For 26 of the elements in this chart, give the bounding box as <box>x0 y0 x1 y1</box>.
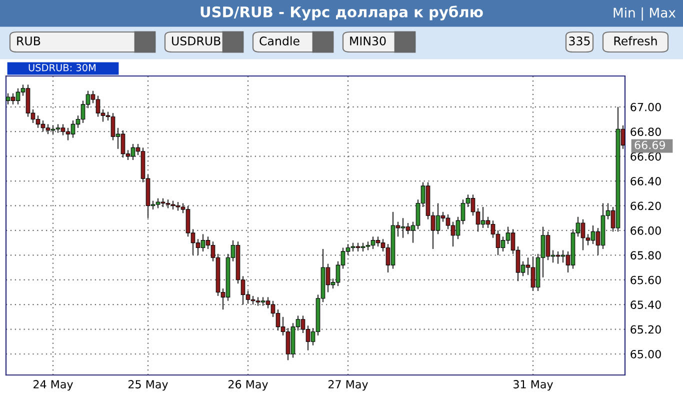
text: USDRUB <box>172 36 220 46</box>
y-tick-label: 66.40 <box>630 176 661 186</box>
text: Min | Max <box>614 7 676 21</box>
x-tick-label: 31 May <box>514 380 553 391</box>
text: RUB <box>17 36 40 46</box>
y-tick-label: 66.00 <box>630 226 661 235</box>
y-tick-label: 66.60 <box>630 152 661 161</box>
y-tick-label: 65.60 <box>630 276 661 284</box>
text: 66.69 <box>634 140 666 150</box>
y-tick-label: 66.20 <box>630 202 661 210</box>
text: MIN30 <box>350 36 386 46</box>
text: 335 <box>569 36 590 46</box>
chart-title: USD/RUB - Курс доллара к рублю <box>200 6 483 20</box>
y-tick-label: 65.00 <box>630 350 661 358</box>
text: USDRUB: 30M <box>28 64 96 72</box>
y-tick-label: 67.00 <box>630 102 661 112</box>
y-tick-label: 65.80 <box>630 251 661 260</box>
y-tick-label: 66.80 <box>630 128 661 136</box>
y-tick-label: 65.40 <box>630 300 661 309</box>
text: Refresh <box>614 36 657 46</box>
x-tick-label: 24 May <box>33 380 73 391</box>
x-tick-label: 25 May <box>128 380 168 391</box>
y-tick-label: 65.20 <box>630 325 661 334</box>
x-tick-label: 26 May <box>228 380 268 391</box>
x-tick-label: 27 May <box>328 380 368 391</box>
text: Candle <box>260 36 300 46</box>
